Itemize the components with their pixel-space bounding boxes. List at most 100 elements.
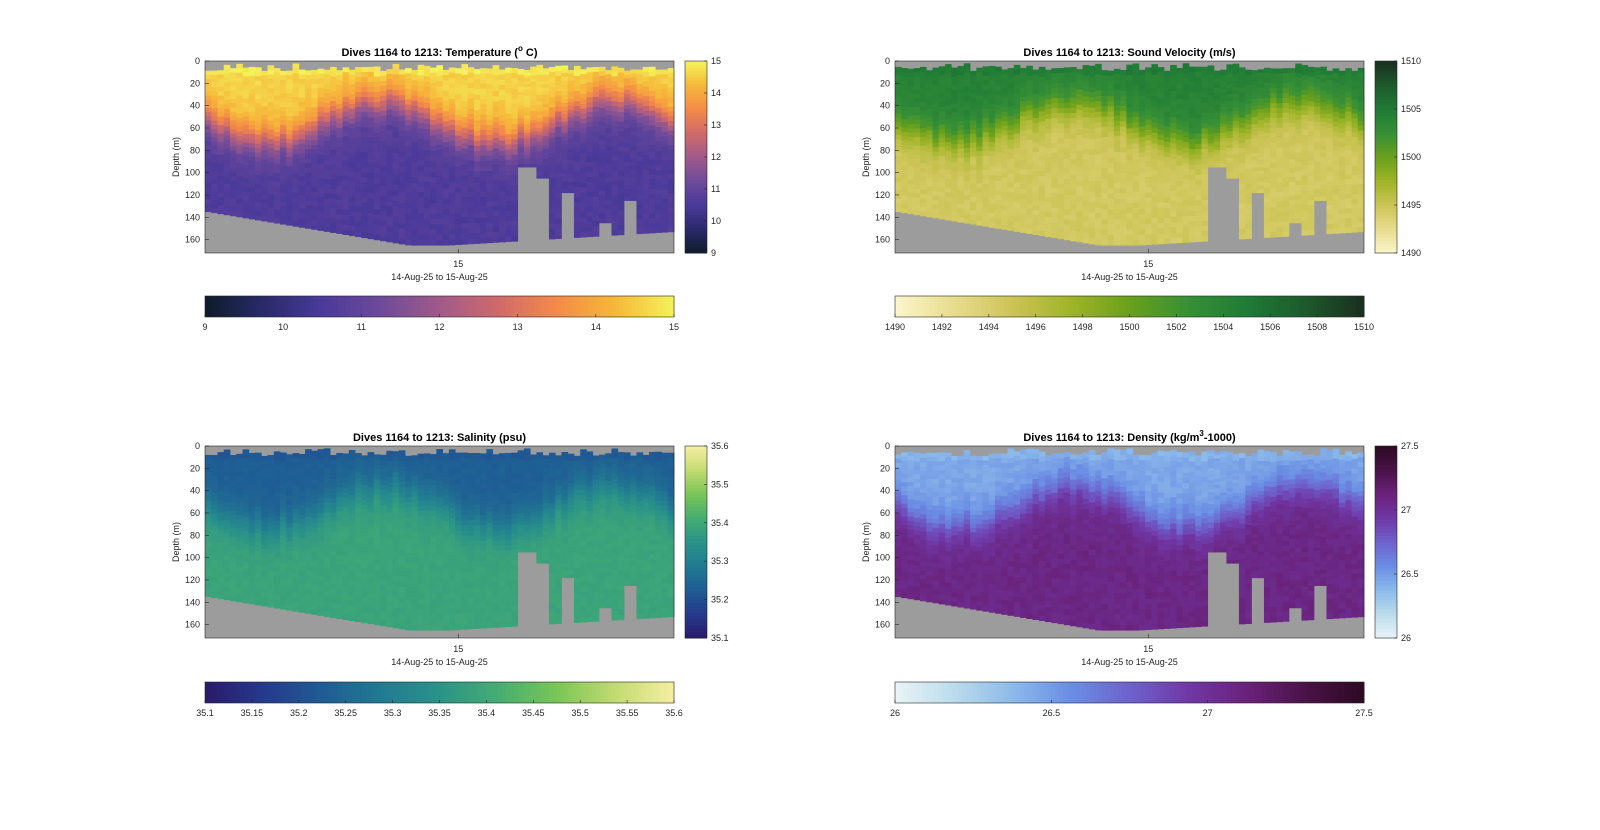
temperature-heatmap-cell <box>667 193 675 199</box>
sound-velocity-heatmap-cell <box>1151 143 1159 150</box>
temperature-heatmap-cell <box>223 108 231 114</box>
sound-velocity-heatmap-cell <box>1076 185 1083 192</box>
temperature-heatmap-cell <box>436 224 444 230</box>
temperature-heatmap-cell <box>473 94 481 101</box>
sound-velocity-heatmap-cell <box>1120 198 1127 205</box>
temperature-heatmap-cell <box>361 122 368 128</box>
temperature-heatmap-cell <box>330 178 337 185</box>
sound-velocity-heatmap-cell <box>1238 127 1246 134</box>
temperature-heatmap-cell <box>223 183 231 189</box>
temperature-heatmap-cell <box>436 155 444 161</box>
sound-velocity-heatmap-cell <box>1288 150 1296 156</box>
sound-velocity-heatmap-cell <box>1163 116 1171 122</box>
temperature-heatmap-cell <box>548 102 556 108</box>
temperature-heatmap-cell <box>467 165 475 172</box>
sound-velocity-heatmap-cell <box>963 157 971 163</box>
temperature-heatmap-cell <box>361 222 368 229</box>
temperature-heatmap-cell <box>311 149 318 155</box>
temperature-heatmap-cell <box>292 92 300 98</box>
temperature-heatmap-cell <box>386 191 393 197</box>
sound-velocity-heatmap-cell <box>913 93 921 99</box>
sound-velocity-heatmap-cell <box>1257 127 1265 132</box>
temperature-heatmap-cell <box>598 181 606 187</box>
temperature-colorbar-vertical-segment <box>685 141 707 145</box>
temperature-heatmap-cell <box>661 74 669 80</box>
sound-velocity-heatmap-cell <box>1082 206 1090 212</box>
sound-velocity-heatmap-cell <box>1082 174 1090 181</box>
temperature-heatmap-cell <box>642 125 650 131</box>
temperature-colorbar-horizontal-segment <box>294 296 300 317</box>
temperature-heatmap-cell <box>617 170 625 177</box>
temperature-colorbar-vertical-segment <box>685 134 707 139</box>
temperature-heatmap-cell <box>380 170 387 177</box>
temperature-heatmap-cell <box>311 135 318 141</box>
sound-velocity-heatmap-cell <box>1188 71 1196 78</box>
temperature-heatmap-cell <box>348 152 356 158</box>
sound-velocity-heatmap-cell <box>1295 157 1302 163</box>
sound-velocity-heatmap-cell <box>901 80 908 86</box>
sound-velocity-heatmap-cell <box>1245 213 1252 220</box>
temperature-heatmap-cell <box>311 144 318 151</box>
sound-velocity-heatmap-cell <box>1151 111 1159 118</box>
temperature-heatmap-cell <box>223 197 231 202</box>
temperature-heatmap-cell <box>348 128 356 134</box>
sound-velocity-heatmap-cell <box>1076 236 1083 243</box>
temperature-heatmap-cell <box>667 125 675 132</box>
sound-velocity-heatmap-cell <box>1276 142 1284 149</box>
temperature-heatmap-cell <box>373 76 381 83</box>
sound-velocity-heatmap-cell <box>1201 153 1209 160</box>
sound-velocity-heatmap-cell <box>951 90 958 96</box>
temperature-heatmap-cell <box>467 171 475 177</box>
sound-velocity-heatmap-cell <box>1051 83 1058 89</box>
sound-velocity-heatmap-cell <box>1238 223 1246 230</box>
temperature-heatmap-cell <box>417 208 425 214</box>
sound-velocity-heatmap-cell <box>1151 180 1159 187</box>
sound-velocity-heatmap-cell <box>1051 88 1058 94</box>
temperature-heatmap-cell <box>255 202 262 207</box>
temperature-heatmap-cell <box>411 209 419 215</box>
temperature-heatmap-cell <box>436 70 444 77</box>
temperature-heatmap-cell <box>317 135 325 141</box>
temperature-heatmap-cell <box>255 179 262 185</box>
temperature-heatmap-cell <box>392 127 400 133</box>
temperature-heatmap-cell <box>661 83 669 90</box>
temperature-heatmap-cell <box>423 65 431 72</box>
temperature-heatmap-cell <box>442 173 450 179</box>
temperature-heatmap-cell <box>373 92 381 98</box>
temperature-heatmap-cell <box>636 161 644 167</box>
sound-velocity-heatmap-cell <box>1238 153 1246 159</box>
temperature-heatmap-cell <box>205 199 212 204</box>
temperature-heatmap-cell <box>242 209 250 214</box>
temperature-heatmap-cell <box>511 103 519 110</box>
temperature-heatmap-cell <box>267 162 275 168</box>
temperature-heatmap-cell <box>498 94 506 101</box>
temperature-colorbar-horizontal-segment <box>228 296 233 317</box>
sound-velocity-heatmap-cell <box>1195 174 1202 181</box>
temperature-colorbar-horizontal-segment <box>322 296 327 317</box>
temperature-heatmap-cell <box>323 207 331 213</box>
temperature-heatmap-cell <box>242 138 250 144</box>
temperature-heatmap-cell <box>486 181 494 187</box>
temperature-heatmap-cell <box>267 175 275 181</box>
sound-velocity-heatmap-cell <box>988 184 996 190</box>
sound-velocity-heatmap-cell <box>1095 101 1102 107</box>
sound-velocity-heatmap-cell <box>1082 164 1090 171</box>
temperature-heatmap-cell <box>430 213 437 220</box>
sound-velocity-heatmap-cell <box>1163 91 1171 97</box>
sound-velocity-heatmap-cell <box>1132 165 1140 171</box>
temperature-ytick-label: 60 <box>190 123 200 133</box>
temperature-heatmap-cell <box>592 151 600 158</box>
sound-velocity-heatmap-cell <box>1095 138 1102 145</box>
temperature-heatmap-cell <box>417 170 425 177</box>
sound-velocity-heatmap-cell <box>988 75 996 81</box>
temperature-heatmap-cell <box>386 145 393 151</box>
temperature-heatmap-cell <box>373 178 381 185</box>
temperature-heatmap-cell <box>286 143 293 149</box>
temperature-heatmap-cell <box>392 206 400 212</box>
temperature-heatmap-cell <box>498 150 506 157</box>
temperature-heatmap-cell <box>598 186 606 192</box>
temperature-heatmap-cell <box>305 219 312 225</box>
sound-velocity-heatmap-cell <box>1045 153 1052 159</box>
temperature-heatmap-cell <box>492 174 500 181</box>
sound-velocity-heatmap-cell <box>1176 73 1184 79</box>
